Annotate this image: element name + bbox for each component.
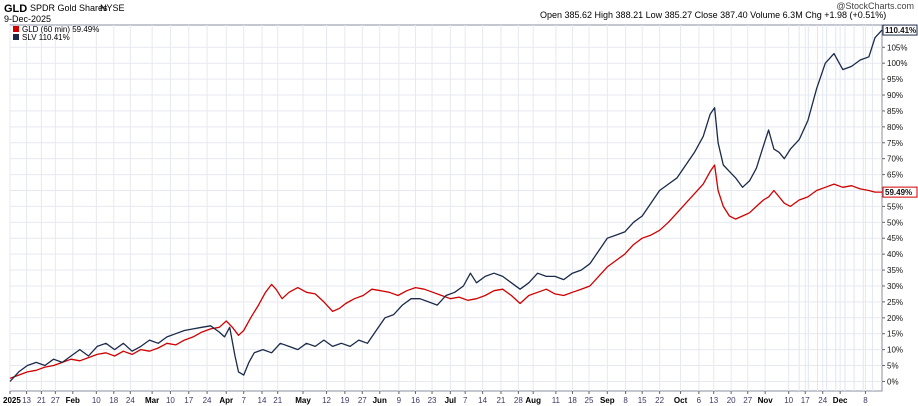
y-tick-label: 5%	[887, 362, 899, 371]
x-tick-label: 13	[22, 396, 31, 405]
watermark: @StockCharts.com	[836, 1, 914, 11]
x-tick-label: 14	[258, 396, 267, 405]
x-tick-label: Sep	[600, 396, 615, 405]
y-tick-label: 30%	[887, 282, 903, 291]
x-tick-label: May	[295, 396, 311, 405]
y-tick-label: 50%	[887, 218, 903, 227]
y-tick-label: 10%	[887, 346, 903, 355]
ohlc-readout: Open 385.62 High 388.21 Low 385.27 Close…	[540, 10, 886, 20]
x-tick-label: Feb	[66, 396, 80, 405]
x-tick-label: 21	[496, 396, 505, 405]
x-tick-label: 18	[109, 396, 118, 405]
x-tick-label: 17	[801, 396, 810, 405]
legend-swatch-gld	[13, 26, 19, 32]
y-tick-label: 85%	[887, 107, 903, 116]
exchange-label: NYSE	[100, 3, 125, 13]
date-label: 9-Dec-2025	[4, 14, 51, 24]
y-axis: 0%5%10%15%20%25%30%35%40%45%50%55%60%65%…	[882, 43, 907, 386]
x-tick-label: 10	[166, 396, 175, 405]
x-tick-label: 24	[126, 396, 135, 405]
x-tick-label: 28	[514, 396, 523, 405]
x-tick-label: 2025	[3, 396, 21, 405]
x-tick-label: Jun	[373, 396, 387, 405]
x-tick-label: Jul	[445, 396, 457, 405]
x-tick-label: Aug	[525, 396, 541, 405]
x-tick-label: 7	[463, 396, 468, 405]
last-value-box	[882, 24, 918, 36]
plot-area	[9, 24, 883, 392]
x-tick-label: 14	[478, 396, 487, 405]
x-tick-label: 23	[428, 396, 437, 405]
last-value-label: 59.49%	[885, 188, 912, 197]
legend-slv-label: SLV 110.41%	[22, 33, 70, 42]
y-tick-label: 25%	[887, 298, 903, 307]
x-tick-label: 6	[697, 396, 702, 405]
series-line-gld	[9, 164, 882, 379]
y-tick-label: 100%	[887, 59, 907, 68]
y-tick-label: 45%	[887, 234, 903, 243]
y-tick-label: 20%	[887, 314, 903, 323]
series-line-slv	[9, 29, 883, 382]
x-tick-label: 21	[273, 396, 282, 405]
y-tick-label: 70%	[887, 155, 903, 164]
y-tick-label: 65%	[887, 171, 903, 180]
x-tick-label: 22	[655, 396, 664, 405]
x-tick-label: Dec	[833, 396, 848, 405]
x-tick-label: 10	[784, 396, 793, 405]
y-tick-label: 105%	[887, 43, 907, 52]
y-tick-label: 95%	[887, 75, 903, 84]
last-value-box	[882, 186, 918, 198]
x-tick-label: 10	[92, 396, 101, 405]
y-tick-label: 35%	[887, 266, 903, 275]
x-tick-label: Mar	[145, 396, 159, 405]
x-tick-label: 12	[322, 396, 331, 405]
series-lines	[9, 29, 883, 382]
x-tick-label: 20	[727, 396, 736, 405]
legend: GLD (60 min) 59.49% SLV 110.41%	[13, 25, 99, 42]
symbol-label: GLD	[4, 3, 27, 15]
x-tick-label: Apr	[219, 396, 233, 405]
x-tick-label: 17	[184, 396, 193, 405]
y-tick-label: 0%	[887, 377, 899, 386]
last-value-labels: 59.49% 110.41%	[882, 24, 918, 198]
x-tick-label: 7	[241, 396, 246, 405]
x-tick-label: 9	[397, 396, 402, 405]
y-tick-label: 75%	[887, 139, 903, 148]
x-tick-label: 24	[818, 396, 827, 405]
x-tick-label: 25	[585, 396, 594, 405]
x-tick-label: Oct	[674, 396, 688, 405]
x-tick-label: 11	[552, 396, 561, 405]
x-tick-label: 27	[358, 396, 367, 405]
y-tick-label: 55%	[887, 202, 903, 211]
y-tick-label: 15%	[887, 330, 903, 339]
x-tick-label: 15	[638, 396, 647, 405]
y-tick-label: 80%	[887, 123, 903, 132]
last-value-label: 110.41%	[885, 26, 916, 35]
x-tick-label: Nov	[758, 396, 774, 405]
x-tick-label: 21	[37, 396, 46, 405]
legend-swatch-slv	[13, 34, 19, 40]
y-tick-label: 90%	[887, 91, 903, 100]
x-tick-label: 16	[411, 396, 420, 405]
x-tick-label: 19	[340, 396, 349, 405]
gridlines	[9, 25, 882, 391]
x-tick-label: 18	[568, 396, 577, 405]
x-tick-label: 8	[623, 396, 628, 405]
y-tick-label: 40%	[887, 250, 903, 259]
security-name: SPDR Gold Shares	[30, 3, 108, 13]
x-tick-label: 27	[743, 396, 752, 405]
x-tick-label: 8	[863, 396, 868, 405]
x-tick-label: 27	[51, 396, 60, 405]
legend-gld-label: GLD (60 min) 59.49%	[22, 25, 99, 34]
x-tick-label: 13	[709, 396, 718, 405]
x-tick-label: 24	[203, 396, 212, 405]
x-axis: 2025 13 21 27 Feb 10 18 24 Mar 10 17 24 Apr 7 14 21 May 1…	[3, 391, 868, 405]
